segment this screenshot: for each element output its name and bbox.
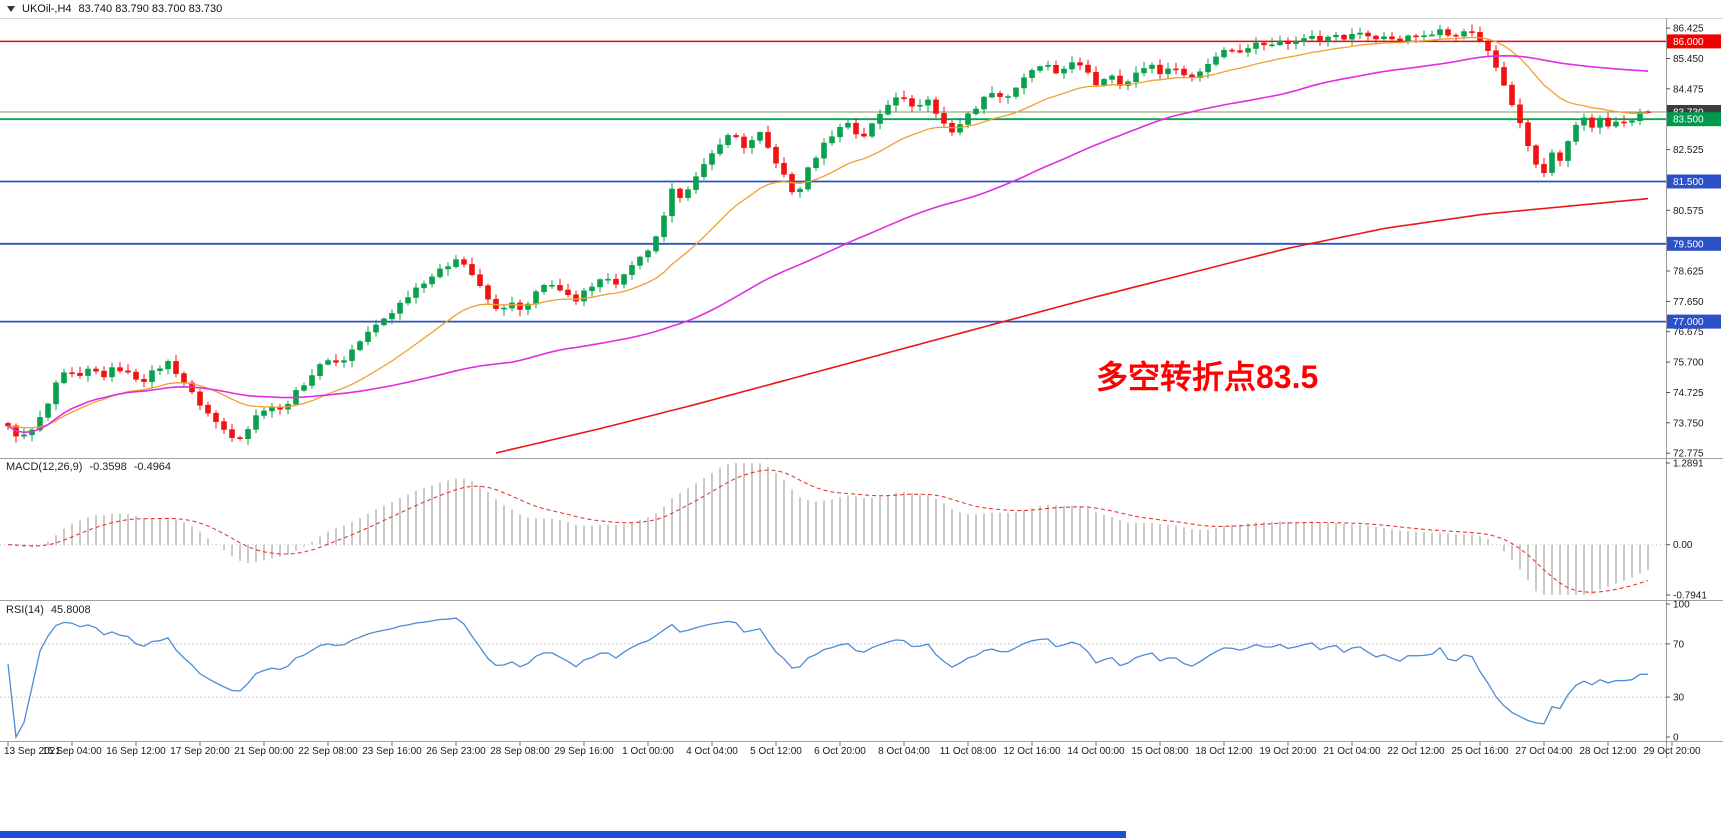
- time-label: 17 Sep 20:00: [170, 746, 230, 757]
- rsi-name: RSI(14): [6, 604, 44, 616]
- macd-indicator-label: MACD(12,26,9) -0.3598 -0.4964: [6, 461, 171, 473]
- time-label: 29 Sep 16:00: [554, 746, 614, 757]
- price-tick-label: 76.675: [1673, 327, 1704, 338]
- rsi-scale-label: 0: [1673, 733, 1679, 744]
- price-chart-canvas[interactable]: 86.425 85.450 84.475 82.525 80.575 78.625 77.6…: [0, 0, 1723, 760]
- time-label: 27 Oct 04:00: [1515, 746, 1573, 757]
- time-label: 22 Oct 12:00: [1387, 746, 1445, 757]
- price-tick-label: 80.575: [1673, 206, 1704, 217]
- time-label: 26 Sep 23:00: [426, 746, 486, 757]
- time-label: 15 Oct 08:00: [1131, 746, 1189, 757]
- macd-scale-label: 1.2891: [1673, 459, 1704, 470]
- time-label: 21 Sep 00:00: [234, 746, 294, 757]
- horizontal-level-lines: [0, 40, 1666, 323]
- time-label: 8 Oct 04:00: [878, 746, 930, 757]
- taskbar-fragment[interactable]: [0, 831, 1126, 838]
- price-tick-label: 72.775: [1673, 449, 1704, 460]
- price-badge-label: 77.000: [1673, 317, 1704, 328]
- price-badge-label: 79.500: [1673, 239, 1704, 250]
- rsi-scale-label: 100: [1673, 600, 1690, 611]
- rsi-scale-label: 70: [1673, 639, 1685, 650]
- moving-average-lines: [7, 36, 1649, 454]
- time-label: 16 Sep 12:00: [106, 746, 166, 757]
- time-label: 23 Sep 16:00: [362, 746, 422, 757]
- time-label: 6 Oct 20:00: [814, 746, 866, 757]
- price-badge: [1667, 314, 1721, 329]
- time-label: 22 Sep 08:00: [298, 746, 358, 757]
- chart-symbol-period: UKOil-,H4: [22, 3, 72, 15]
- price-badge: [1667, 236, 1721, 251]
- rsi-panel[interactable]: 100 70 30 0: [0, 600, 1690, 744]
- time-label: 25 Oct 16:00: [1451, 746, 1509, 757]
- macd-value-main: -0.3598: [89, 461, 127, 473]
- price-tick-label: 74.725: [1673, 388, 1704, 399]
- chart-header: UKOil-,H4 83.740 83.790 83.700 83.730: [0, 0, 1723, 18]
- price-tick-label: 84.475: [1673, 84, 1704, 95]
- chart-ohlc-values: 83.740 83.790 83.700 83.730: [78, 3, 223, 15]
- price-tick-label: 77.650: [1673, 297, 1704, 308]
- rsi-scale-label: 30: [1673, 693, 1685, 704]
- macd-name: MACD(12,26,9): [6, 461, 83, 473]
- chart-symbol-icon: [7, 6, 15, 12]
- rsi-value: 45.8008: [50, 604, 91, 616]
- macd-value-signal: -0.4964: [133, 461, 172, 473]
- time-label: 19 Oct 20:00: [1259, 746, 1317, 757]
- price-badge: [1667, 112, 1721, 127]
- macd-scale-label: 0.00: [1673, 540, 1693, 551]
- price-axis[interactable]: 86.425 85.450 84.475 82.525 80.575 78.625 77.6…: [1666, 24, 1721, 460]
- price-tick-label: 86.425: [1673, 24, 1704, 35]
- price-badge-label: 83.500: [1673, 115, 1704, 126]
- macd-scale-label: -0.7941: [1673, 591, 1707, 602]
- price-tick-label: 75.700: [1673, 358, 1704, 369]
- candlesticks: [5, 24, 1651, 445]
- price-badge-label: 81.500: [1673, 177, 1704, 188]
- time-label: 21 Oct 04:00: [1323, 746, 1381, 757]
- time-label: 18 Oct 12:00: [1195, 746, 1253, 757]
- price-badge: [1667, 174, 1721, 189]
- time-label: 29 Oct 20:00: [1643, 746, 1701, 757]
- time-label: 15 Sep 04:00: [42, 746, 102, 757]
- macd-panel[interactable]: 1.2891 0.00 -0.7941: [0, 459, 1707, 602]
- time-label: 13 Sep 2021: [4, 746, 61, 757]
- time-label: 4 Oct 04:00: [686, 746, 738, 757]
- time-label: 11 Oct 08:00: [940, 746, 997, 757]
- price-tick-label: 78.625: [1673, 267, 1704, 278]
- time-label: 12 Oct 16:00: [1003, 746, 1061, 757]
- time-label: 1 Oct 00:00: [622, 746, 674, 757]
- price-tick-label: 73.750: [1673, 418, 1704, 429]
- time-label: 28 Oct 12:00: [1579, 746, 1637, 757]
- chart-annotation-text[interactable]: 多空转折点83.5: [1096, 359, 1319, 395]
- price-badge-label: 86.000: [1673, 37, 1704, 48]
- time-label: 28 Sep 08:00: [490, 746, 550, 757]
- time-label: 14 Oct 00:00: [1067, 746, 1125, 757]
- price-badge: [1667, 34, 1721, 49]
- rsi-indicator-label: RSI(14) 45.8008: [6, 604, 91, 616]
- price-tick-label: 82.525: [1673, 145, 1704, 156]
- time-label: 5 Oct 12:00: [750, 746, 802, 757]
- price-tick-label: 85.450: [1673, 54, 1704, 65]
